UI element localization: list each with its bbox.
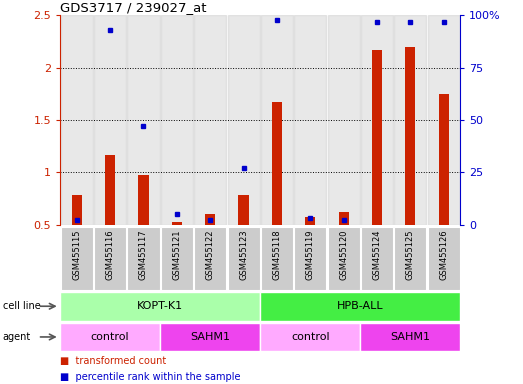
Bar bbox=[260, 292, 460, 321]
Bar bbox=[205, 214, 215, 225]
Bar bbox=[61, 227, 93, 290]
Text: GSM455122: GSM455122 bbox=[206, 230, 214, 280]
Text: KOPT-K1: KOPT-K1 bbox=[137, 301, 183, 311]
Text: GSM455126: GSM455126 bbox=[439, 230, 448, 280]
Bar bbox=[372, 50, 382, 225]
Text: HPB-ALL: HPB-ALL bbox=[337, 301, 383, 311]
Bar bbox=[405, 47, 415, 225]
Bar bbox=[60, 292, 260, 321]
Bar bbox=[428, 15, 460, 225]
Bar bbox=[238, 195, 248, 225]
Bar bbox=[160, 323, 260, 351]
Bar bbox=[361, 227, 393, 290]
Text: GSM455119: GSM455119 bbox=[306, 230, 315, 280]
Bar bbox=[194, 227, 226, 290]
Bar bbox=[128, 227, 160, 290]
Bar bbox=[294, 15, 326, 225]
Bar bbox=[72, 195, 82, 225]
Bar bbox=[161, 15, 193, 225]
Bar bbox=[261, 227, 293, 290]
Bar bbox=[260, 323, 360, 351]
Bar bbox=[161, 227, 193, 290]
Text: GSM455124: GSM455124 bbox=[372, 230, 381, 280]
Bar bbox=[294, 227, 326, 290]
Bar bbox=[394, 227, 426, 290]
Bar bbox=[60, 323, 160, 351]
Bar bbox=[361, 15, 393, 225]
Text: SAHM1: SAHM1 bbox=[390, 332, 430, 342]
Text: ■  transformed count: ■ transformed count bbox=[60, 356, 166, 366]
Text: ■  percentile rank within the sample: ■ percentile rank within the sample bbox=[60, 372, 241, 382]
Bar bbox=[139, 175, 149, 225]
Bar bbox=[327, 227, 359, 290]
Bar bbox=[194, 15, 226, 225]
Text: GDS3717 / 239027_at: GDS3717 / 239027_at bbox=[60, 1, 207, 14]
Text: GSM455116: GSM455116 bbox=[106, 230, 115, 280]
Text: GSM455123: GSM455123 bbox=[239, 230, 248, 280]
Bar bbox=[172, 222, 182, 225]
Text: GSM455117: GSM455117 bbox=[139, 230, 148, 280]
Text: control: control bbox=[91, 332, 130, 342]
Bar bbox=[94, 15, 126, 225]
Bar bbox=[394, 15, 426, 225]
Text: GSM455125: GSM455125 bbox=[406, 230, 415, 280]
Bar bbox=[261, 15, 293, 225]
Bar bbox=[327, 15, 359, 225]
Bar bbox=[105, 154, 115, 225]
Bar bbox=[338, 212, 349, 225]
Text: cell line: cell line bbox=[3, 301, 40, 311]
Bar bbox=[228, 15, 259, 225]
Bar bbox=[61, 15, 93, 225]
Bar bbox=[360, 323, 460, 351]
Bar bbox=[94, 227, 126, 290]
Bar bbox=[272, 102, 282, 225]
Text: GSM455121: GSM455121 bbox=[173, 230, 181, 280]
Bar bbox=[228, 227, 259, 290]
Text: GSM455115: GSM455115 bbox=[72, 230, 81, 280]
Text: control: control bbox=[291, 332, 329, 342]
Text: GSM455120: GSM455120 bbox=[339, 230, 348, 280]
Text: GSM455118: GSM455118 bbox=[272, 230, 281, 280]
Bar bbox=[305, 217, 315, 225]
Text: agent: agent bbox=[3, 332, 31, 342]
Bar bbox=[428, 227, 460, 290]
Bar bbox=[438, 94, 449, 225]
Bar bbox=[128, 15, 160, 225]
Text: SAHM1: SAHM1 bbox=[190, 332, 230, 342]
